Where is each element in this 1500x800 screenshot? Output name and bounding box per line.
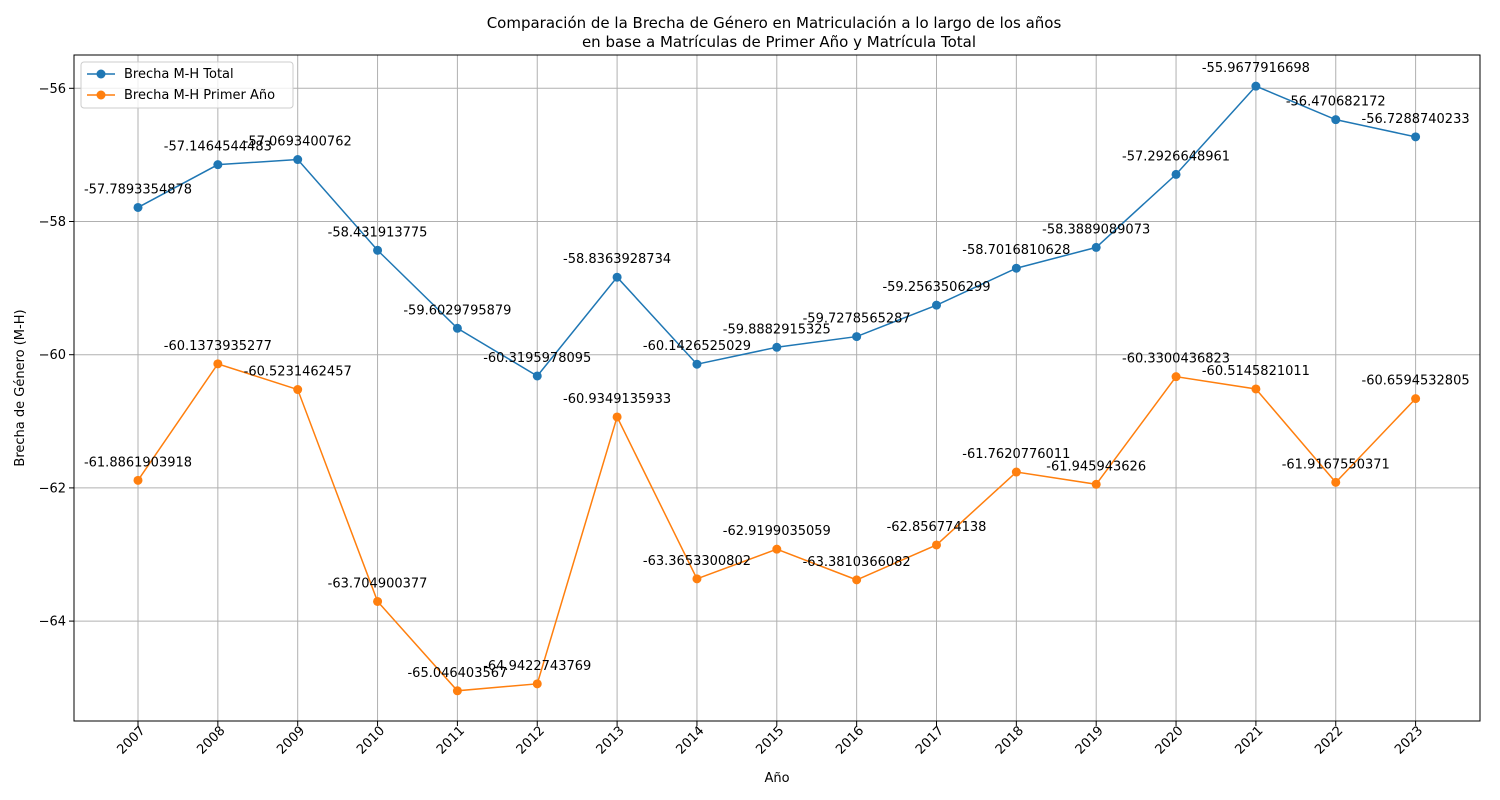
legend-marker-primer xyxy=(96,90,106,100)
data-point-0-2016 xyxy=(852,332,862,342)
data-point-1-2012 xyxy=(532,679,542,689)
y-tick-label-0: −64 xyxy=(39,615,66,630)
data-label-0-2020: -57.2926648961 xyxy=(1122,149,1230,164)
data-point-1-2020 xyxy=(1171,372,1181,382)
plot-frame xyxy=(73,54,1481,722)
data-point-0-2021 xyxy=(1251,81,1261,91)
data-point-0-2018 xyxy=(1011,263,1021,273)
data-label-1-2015: -62.9199035059 xyxy=(723,524,831,539)
data-point-0-2019 xyxy=(1091,242,1101,252)
data-label-0-2011: -59.6029795879 xyxy=(403,303,511,318)
data-label-0-2012: -60.3195978095 xyxy=(483,351,591,366)
data-label-0-2016: -59.7278565287 xyxy=(803,312,911,327)
data-point-1-2013 xyxy=(612,412,622,422)
data-label-0-2017: -59.2563506299 xyxy=(882,280,990,295)
y-tick-label-4: −56 xyxy=(39,82,66,97)
data-point-1-2016 xyxy=(852,575,862,585)
data-label-0-2019: -58.3889089073 xyxy=(1042,222,1150,237)
data-point-0-2011 xyxy=(452,323,462,333)
data-label-1-2012: -64.9422743769 xyxy=(483,659,591,674)
data-point-0-2009 xyxy=(293,155,303,165)
data-point-1-2022 xyxy=(1331,477,1341,487)
data-point-0-2013 xyxy=(612,272,622,282)
series-group xyxy=(133,81,1421,696)
x-axis-label: Año xyxy=(764,771,789,786)
legend-marker-total xyxy=(96,69,106,79)
data-label-1-2019: -61.945943626 xyxy=(1046,459,1146,474)
y-tick-label-3: −58 xyxy=(39,215,66,230)
data-point-0-2007 xyxy=(133,202,143,212)
data-point-0-2010 xyxy=(373,245,383,255)
legend-label-total: Brecha M-H Total xyxy=(124,67,234,82)
data-point-1-2023 xyxy=(1411,394,1421,404)
data-point-0-2012 xyxy=(532,371,542,381)
y-axis-label: Brecha de Género (M-H) xyxy=(13,309,28,466)
data-label-0-2023: -56.7288740233 xyxy=(1362,112,1470,127)
data-labels: -57.7893354878 -57.1464544483-57.06934007… xyxy=(84,61,1470,681)
legend-box xyxy=(80,61,294,109)
data-label-1-2022: -61.9167550371 xyxy=(1282,457,1390,472)
data-label-0-2007: -57.7893354878 xyxy=(84,182,192,197)
data-point-0-2020 xyxy=(1171,169,1181,179)
data-label-0-2013: -58.8363928734 xyxy=(563,252,671,267)
data-label-1-2010: -63.704900377 xyxy=(328,576,428,591)
data-label-1-2016: -63.3810366082 xyxy=(803,555,911,570)
data-label-1-2014: -63.3653300802 xyxy=(643,554,751,569)
legend: Brecha M-H Total Brecha M-H Primer Año xyxy=(80,61,294,109)
data-point-0-2017 xyxy=(932,300,941,310)
data-point-1-2014 xyxy=(692,574,702,584)
data-label-1-2009: -60.5231462457 xyxy=(244,365,352,380)
data-point-1-2010 xyxy=(373,596,383,606)
data-label-0-2022: -56.470682172 xyxy=(1286,95,1386,110)
data-point-1-2007 xyxy=(133,475,143,485)
data-point-1-2011 xyxy=(452,686,462,696)
data-label-0-2018: -58.7016810628 xyxy=(962,243,1070,258)
data-point-0-2023 xyxy=(1411,132,1421,142)
y-tick-label-2: −60 xyxy=(39,348,66,363)
data-label-0-2014: -60.1426525029 xyxy=(643,339,751,354)
data-point-1-2019 xyxy=(1091,479,1101,489)
data-label-1-2018: -61.7620776011 xyxy=(962,447,1070,462)
grid xyxy=(74,55,1480,721)
data-label-1-2021: -60.5145821011 xyxy=(1202,364,1310,379)
data-point-1-2015 xyxy=(772,544,782,554)
data-label-1-2023: -60.6594532805 xyxy=(1362,374,1470,389)
data-label-0-2009: -57.0693400762 xyxy=(244,135,352,150)
y-axis: −64 −62 −60 −58 −56 xyxy=(39,82,74,630)
data-point-1-2018 xyxy=(1011,467,1021,477)
data-label-1-2020: -60.3300436823 xyxy=(1122,352,1230,367)
y-tick-label-1: −62 xyxy=(39,481,66,496)
data-label-1-2011: -65.046403567 xyxy=(407,666,507,681)
data-label-1-2013: -60.9349135933 xyxy=(563,392,671,407)
chart-title-line-2: en base a Matrículas de Primer Año y Mat… xyxy=(582,33,976,51)
data-point-1-2021 xyxy=(1251,384,1261,394)
data-point-0-2022 xyxy=(1331,115,1341,125)
data-point-0-2014 xyxy=(692,359,702,369)
data-label-0-2008: -57.1464544483 xyxy=(164,140,272,155)
data-label-0-2021: -55.9677916698 xyxy=(1202,61,1310,76)
legend-label-primer: Brecha M-H Primer Año xyxy=(124,88,275,103)
data-point-1-2009 xyxy=(293,385,303,395)
data-label-1-2007: -61.8861903918 xyxy=(84,455,192,470)
data-point-0-2015 xyxy=(772,342,782,352)
data-label-1-2008: -60.1373935277 xyxy=(164,339,272,354)
chart-title-line-1: Comparación de la Brecha de Género en Ma… xyxy=(487,14,1062,32)
data-point-0-2008 xyxy=(213,160,223,170)
data-point-1-2017 xyxy=(932,540,941,550)
data-label-0-2010: -58.431913775 xyxy=(328,225,428,240)
data-label-0-2015: -59.8882915325 xyxy=(723,322,831,337)
data-point-1-2008 xyxy=(213,359,223,369)
data-label-1-2017: -62.856774138 xyxy=(887,520,987,535)
